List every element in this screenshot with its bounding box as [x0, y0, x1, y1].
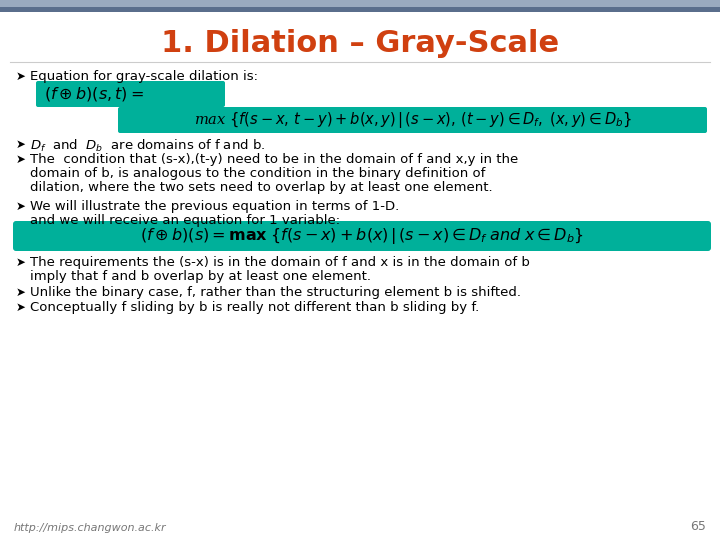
Text: Unlike the binary case, f, rather than the structuring element b is shifted.: Unlike the binary case, f, rather than t…: [30, 286, 521, 299]
Text: http://mips.changwon.ac.kr: http://mips.changwon.ac.kr: [14, 523, 166, 533]
Bar: [0, 7, 720, 12]
FancyBboxPatch shape: [13, 221, 711, 251]
Text: and we will receive an equation for 1 variable:: and we will receive an equation for 1 va…: [30, 214, 340, 227]
Text: The requirements the (s-x) is in the domain of f and x is in the domain of b: The requirements the (s-x) is in the dom…: [30, 256, 530, 269]
Text: imply that f and b overlap by at least one element.: imply that f and b overlap by at least o…: [30, 270, 371, 283]
Text: $(f \oplus b)(s) = \mathbf{max}\;\{f(s - x) + b(x)\,|\,(s - x) \in D_f\;\mathit{: $(f \oplus b)(s) = \mathbf{max}\;\{f(s -…: [140, 226, 584, 246]
FancyBboxPatch shape: [36, 81, 225, 107]
Text: We will illustrate the previous equation in terms of 1-D.: We will illustrate the previous equation…: [30, 200, 400, 213]
Bar: [0, 0, 720, 7]
Text: ➤: ➤: [16, 200, 26, 213]
Text: Conceptually f sliding by b is really not different than b sliding by f.: Conceptually f sliding by b is really no…: [30, 301, 480, 314]
Text: max $\{f(s - x,\, t - y) + b(x, y)\,|\,(s - x),\,(t - y) \in D_f,\;(x, y) \in D_: max $\{f(s - x,\, t - y) + b(x, y)\,|\,(…: [194, 110, 631, 130]
Text: dilation, where the two sets need to overlap by at least one element.: dilation, where the two sets need to ove…: [30, 181, 492, 194]
Text: ➤: ➤: [16, 286, 26, 299]
Text: ➤: ➤: [16, 138, 26, 151]
Text: ➤: ➤: [16, 70, 26, 83]
Text: Equation for gray-scale dilation is:: Equation for gray-scale dilation is:: [30, 70, 258, 83]
Text: ➤: ➤: [16, 153, 26, 166]
Text: ➤: ➤: [16, 301, 26, 314]
Text: $D_f$  and  $D_b$  are domains of f and b.: $D_f$ and $D_b$ are domains of f and b.: [30, 138, 265, 154]
Text: The  condition that (s-x),(t-y) need to be in the domain of f and x,y in the: The condition that (s-x),(t-y) need to b…: [30, 153, 518, 166]
Text: domain of b, is analogous to the condition in the binary definition of: domain of b, is analogous to the conditi…: [30, 167, 485, 180]
Text: $(f \oplus b)(s, t) =$: $(f \oplus b)(s, t) =$: [44, 85, 144, 103]
Text: 1. Dilation – Gray-Scale: 1. Dilation – Gray-Scale: [161, 30, 559, 58]
FancyBboxPatch shape: [118, 107, 707, 133]
Text: ➤: ➤: [16, 256, 26, 269]
Text: 65: 65: [690, 520, 706, 533]
